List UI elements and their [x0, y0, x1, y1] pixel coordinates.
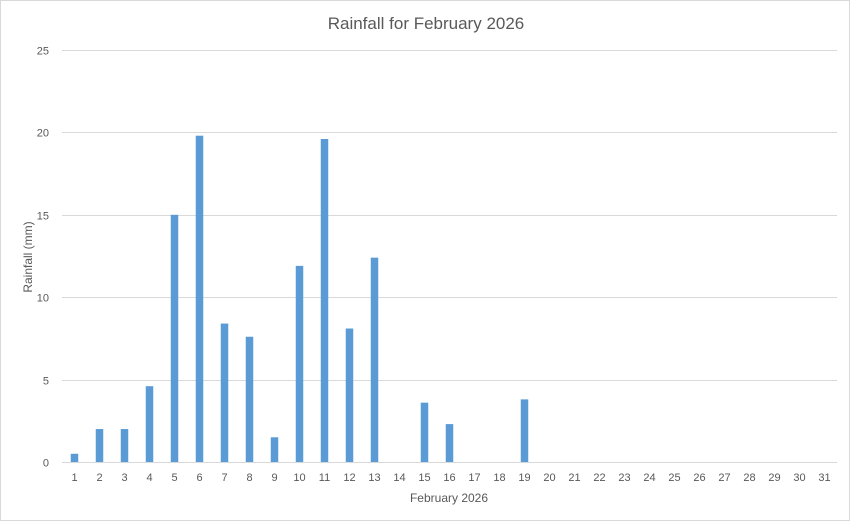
x-tick-label: 22	[593, 472, 605, 484]
x-tick-label: 18	[493, 472, 505, 484]
x-tick-label: 4	[146, 472, 152, 484]
x-tick-label: 28	[743, 472, 755, 484]
x-tick-label: 3	[121, 472, 127, 484]
gridlines	[62, 50, 837, 463]
x-tick-label: 16	[443, 472, 455, 484]
x-tick-label: 6	[196, 472, 202, 484]
x-tick-label: 14	[393, 472, 405, 484]
x-tick-label: 8	[246, 472, 252, 484]
bar-day-19	[520, 399, 529, 462]
chart-title: Rainfall for February 2026	[328, 14, 525, 33]
bar-day-10	[295, 265, 304, 462]
x-tick-label: 2	[96, 472, 102, 484]
x-tick-label: 15	[418, 472, 430, 484]
y-tick-label: 15	[37, 211, 49, 223]
x-tick-label: 10	[293, 472, 305, 484]
bar-day-13	[370, 257, 379, 462]
y-tick-label: 10	[37, 293, 49, 305]
x-tick-label: 29	[768, 472, 780, 484]
y-tick-label: 0	[43, 458, 49, 470]
bar-day-6	[195, 135, 204, 463]
bar-day-8	[245, 336, 254, 462]
x-tick-label: 31	[818, 472, 830, 484]
bar-day-4	[145, 386, 154, 462]
x-tick-label: 19	[518, 472, 530, 484]
x-tick-label: 27	[718, 472, 730, 484]
x-tick-label: 30	[793, 472, 805, 484]
bar-day-11	[320, 138, 329, 462]
x-tick-label: 11	[319, 472, 330, 484]
bar-day-3	[120, 429, 129, 462]
bar-day-2	[95, 429, 104, 462]
x-tick-label: 20	[543, 472, 555, 484]
bar-day-12	[345, 328, 354, 462]
x-tick-label: 25	[668, 472, 680, 484]
x-axis-label: February 2026	[410, 491, 488, 505]
y-tick-label: 25	[37, 46, 49, 58]
bar-day-9	[270, 437, 279, 462]
y-tick-label: 20	[37, 128, 49, 140]
bars	[70, 135, 529, 463]
x-tick-label: 7	[221, 472, 227, 484]
bar-day-7	[220, 323, 229, 462]
x-tick-label: 24	[643, 472, 655, 484]
x-tick-label: 21	[568, 472, 580, 484]
bar-day-16	[445, 424, 454, 462]
bar-day-15	[420, 402, 429, 462]
x-axis-ticks: 1 2 3 4 5 6 7 8 9 10 11 12 13 14 15 16 17 18 19 20 21 22 23 24 2…	[71, 472, 830, 484]
x-tick-label: 23	[618, 472, 630, 484]
y-axis-ticks: 0 5 10 15 20 25	[37, 46, 49, 470]
x-tick-label: 17	[468, 472, 480, 484]
y-tick-label: 5	[43, 376, 49, 388]
x-tick-label: 1	[71, 472, 77, 484]
y-axis-label: Rainfall (mm)	[21, 221, 35, 292]
x-tick-label: 26	[693, 472, 705, 484]
bar-day-5	[170, 214, 179, 462]
x-tick-label: 12	[343, 472, 355, 484]
bar-day-1	[70, 453, 79, 462]
x-tick-label: 13	[368, 472, 380, 484]
x-tick-label: 9	[271, 472, 277, 484]
x-tick-label: 5	[171, 472, 177, 484]
